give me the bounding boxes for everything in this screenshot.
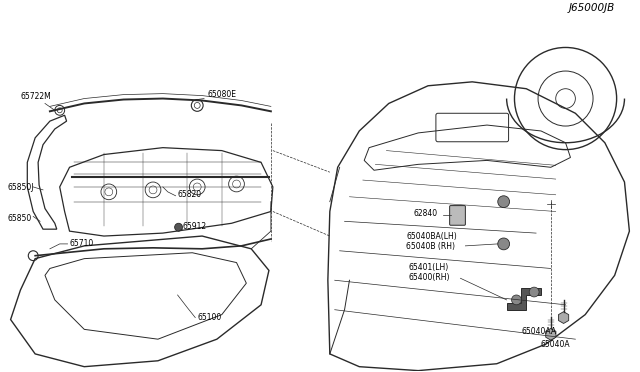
Text: 65040B (RH): 65040B (RH) — [406, 242, 456, 251]
Circle shape — [511, 295, 522, 305]
Text: 65912: 65912 — [182, 222, 207, 231]
Text: J65000JB: J65000JB — [568, 3, 614, 13]
Text: 65400(RH): 65400(RH) — [408, 273, 450, 282]
Polygon shape — [507, 288, 541, 310]
Circle shape — [175, 223, 182, 231]
Text: 65100: 65100 — [197, 312, 221, 321]
Text: 65040BA(LH): 65040BA(LH) — [406, 232, 457, 241]
Circle shape — [498, 238, 509, 250]
Text: 65401(LH): 65401(LH) — [408, 263, 449, 272]
Text: 65850: 65850 — [8, 214, 32, 223]
Text: 62840: 62840 — [413, 209, 437, 218]
Circle shape — [529, 287, 539, 297]
Text: 65820: 65820 — [177, 190, 202, 199]
Text: 65080E: 65080E — [207, 90, 236, 99]
Text: 65040AA: 65040AA — [522, 327, 556, 336]
Text: 65722M: 65722M — [20, 92, 51, 100]
Text: 65850J: 65850J — [8, 183, 34, 192]
Text: 65710: 65710 — [70, 239, 94, 248]
Text: 65040A: 65040A — [541, 340, 571, 349]
FancyBboxPatch shape — [450, 206, 465, 225]
Circle shape — [498, 196, 509, 208]
